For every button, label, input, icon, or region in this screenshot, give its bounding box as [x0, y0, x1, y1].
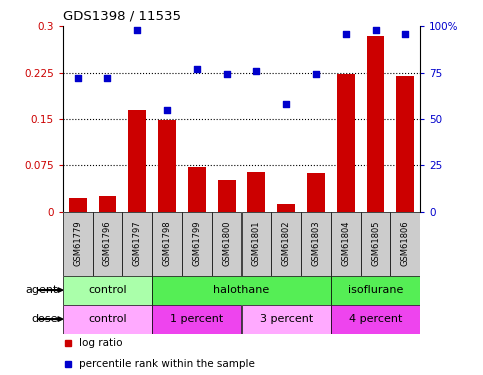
Text: 4 percent: 4 percent [349, 314, 402, 324]
Text: log ratio: log ratio [79, 338, 122, 348]
Point [282, 101, 290, 107]
Text: GSM61800: GSM61800 [222, 221, 231, 266]
Text: GSM61779: GSM61779 [73, 221, 82, 267]
Bar [247, 172, 265, 212]
Text: 3 percent: 3 percent [259, 314, 313, 324]
Text: control: control [88, 314, 127, 324]
Text: dose: dose [31, 314, 58, 324]
Bar [331, 276, 420, 304]
Bar [63, 276, 152, 304]
Text: GSM61799: GSM61799 [192, 221, 201, 266]
Text: GSM61804: GSM61804 [341, 221, 350, 266]
Text: GSM61796: GSM61796 [103, 221, 112, 267]
Bar [218, 180, 236, 212]
Bar [331, 304, 420, 333]
Text: GSM61801: GSM61801 [252, 221, 261, 266]
Bar [367, 36, 384, 212]
Bar [63, 212, 93, 276]
Bar [128, 110, 146, 212]
Bar [277, 204, 295, 212]
Text: isoflurane: isoflurane [348, 285, 403, 295]
Bar [331, 212, 361, 276]
Bar [390, 212, 420, 276]
Text: percentile rank within the sample: percentile rank within the sample [79, 359, 255, 369]
Point [163, 107, 171, 113]
Bar [337, 75, 355, 212]
Text: halothane: halothane [213, 285, 270, 295]
Point [133, 27, 141, 33]
Bar [63, 304, 152, 333]
Bar [182, 212, 212, 276]
Text: GSM61805: GSM61805 [371, 221, 380, 266]
Bar [93, 212, 122, 276]
Bar [188, 167, 206, 212]
Bar [152, 276, 331, 304]
Bar [361, 212, 390, 276]
Point [372, 27, 380, 33]
Bar [271, 212, 301, 276]
Point [223, 72, 230, 78]
Point [401, 31, 409, 37]
Text: GSM61803: GSM61803 [312, 221, 320, 267]
Point [342, 31, 350, 37]
Text: 1 percent: 1 percent [170, 314, 224, 324]
Point [74, 75, 82, 81]
Point [253, 68, 260, 74]
Bar [152, 212, 182, 276]
Bar [242, 212, 271, 276]
Bar [212, 212, 242, 276]
Text: agent: agent [26, 285, 58, 295]
Bar [69, 198, 86, 212]
Bar [242, 304, 331, 333]
Bar [158, 120, 176, 212]
Text: GSM61806: GSM61806 [401, 221, 410, 267]
Text: GSM61802: GSM61802 [282, 221, 291, 266]
Point [312, 72, 320, 78]
Bar [307, 174, 325, 212]
Bar [397, 76, 414, 212]
Text: GDS1398 / 11535: GDS1398 / 11535 [63, 10, 181, 23]
Point [104, 75, 112, 81]
Bar [99, 196, 116, 212]
Point [193, 66, 201, 72]
Text: GSM61797: GSM61797 [133, 221, 142, 267]
Bar [122, 212, 152, 276]
Bar [152, 304, 242, 333]
Text: GSM61798: GSM61798 [163, 221, 171, 267]
Bar [301, 212, 331, 276]
Text: control: control [88, 285, 127, 295]
